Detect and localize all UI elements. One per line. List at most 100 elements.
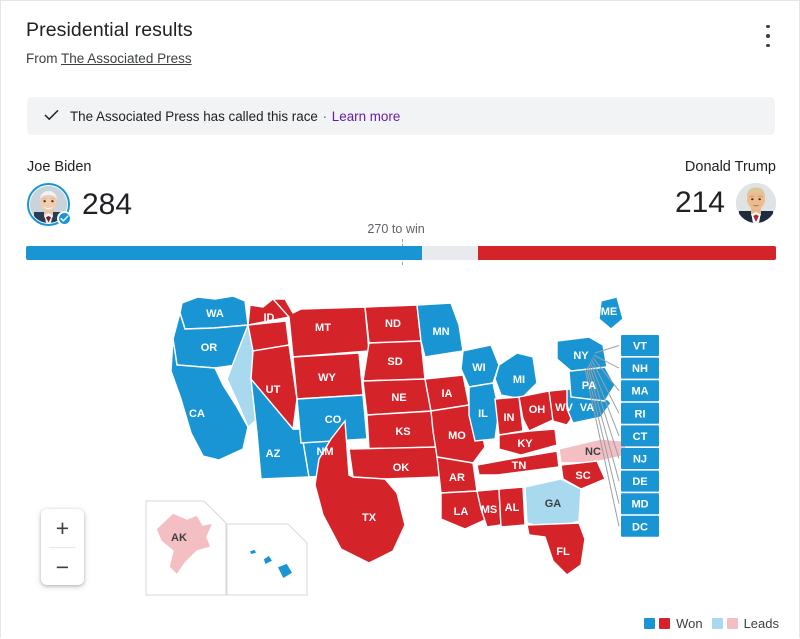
state-label-pa: PA: [582, 380, 597, 392]
state-ny[interactable]: [556, 336, 608, 372]
state-box-ct[interactable]: [621, 425, 659, 447]
state-label-ne: NE: [391, 392, 406, 404]
state-box-ri[interactable]: [621, 402, 659, 424]
callout-line-nh: [593, 354, 620, 369]
check-icon: [44, 109, 70, 124]
state-box-nj[interactable]: [621, 448, 659, 469]
state-label-mt: MT: [315, 322, 331, 334]
state-tn[interactable]: [476, 450, 560, 476]
state-label-in: IN: [504, 412, 515, 424]
avatar-winner-ring: [27, 183, 70, 226]
state-box-dc[interactable]: [621, 515, 659, 537]
state-box-vt[interactable]: [621, 335, 659, 356]
state-al[interactable]: [498, 486, 526, 528]
avatar-image: [30, 186, 67, 223]
us-map-svg[interactable]: VT NH MA RI CT NJ DE MD DC WA OR CA ID MT WY UT AZ NM CO N…: [1, 279, 800, 639]
source-prefix: From: [26, 51, 58, 66]
callout-line-vt: [594, 345, 620, 354]
kebab-menu-icon[interactable]: [758, 23, 778, 49]
state-ak[interactable]: [155, 512, 215, 577]
state-box-de[interactable]: [621, 470, 659, 492]
state-fl[interactable]: [526, 522, 586, 576]
learn-more-link[interactable]: Learn more: [331, 108, 401, 124]
to-win-label: 270 to win: [367, 222, 425, 236]
page-title: Presidential results: [26, 19, 193, 41]
state-label-va: VA: [580, 402, 595, 414]
state-label-ny: NY: [573, 350, 589, 362]
state-label-il: IL: [478, 408, 488, 420]
callout-line-md: [586, 368, 620, 504]
electoral-vote-bar: [26, 246, 776, 260]
electoral-map[interactable]: VT NH MA RI CT NJ DE MD DC WA OR CA ID MT WY UT AZ NM CO N…: [1, 279, 800, 639]
legend-item-won: Won: [644, 616, 703, 631]
state-label-tn: TN: [512, 460, 527, 472]
inset-frames: [145, 500, 308, 596]
kebab-dot: [766, 43, 770, 47]
state-label-az: AZ: [266, 448, 281, 460]
state-ok[interactable]: [348, 446, 442, 480]
zoom-out-button[interactable]: −: [55, 553, 70, 580]
map-legend: Won Leads: [644, 616, 779, 631]
legend-swatch: [644, 618, 656, 629]
card-header: Presidential results From The Associated…: [26, 19, 193, 66]
state-sc[interactable]: [560, 460, 606, 490]
bar-segment-democrat: [26, 246, 422, 260]
state-label-sd: SD: [387, 356, 402, 368]
state-box-ma[interactable]: [621, 380, 659, 402]
state-label-co: CO: [325, 414, 342, 426]
state-label-nm: NM: [316, 446, 333, 458]
race-called-banner: The Associated Press has called this rac…: [27, 97, 775, 135]
callout-line-ri: [590, 359, 620, 414]
candidate-votes-left: 284: [82, 187, 133, 221]
state-label-wv: WV: [555, 402, 573, 414]
zoom-in-button[interactable]: +: [55, 514, 70, 541]
state-label-ar: AR: [449, 472, 465, 484]
source-link[interactable]: The Associated Press: [61, 51, 192, 66]
state-label-mi: MI: [513, 374, 525, 386]
state-ca[interactable]: [170, 338, 249, 461]
state-label-id: ID: [264, 312, 275, 324]
state-me[interactable]: [598, 296, 624, 330]
state-box-md[interactable]: [621, 493, 659, 515]
callout-line-nj: [588, 363, 620, 459]
map-zoom-controls[interactable]: + −: [41, 509, 84, 585]
state-co[interactable]: [296, 394, 368, 444]
callout-line-ct: [589, 361, 620, 437]
state-la[interactable]: [440, 490, 488, 530]
legend-swatch: [711, 618, 723, 629]
state-tx[interactable]: [314, 419, 406, 564]
state-box-label-de: DE: [632, 476, 647, 488]
state-label-sc: SC: [575, 470, 590, 482]
banner-text-wrap: The Associated Press has called this rac…: [70, 109, 400, 124]
state-mi[interactable]: [494, 352, 538, 400]
state-in[interactable]: [494, 396, 524, 436]
banner-separator: ·: [322, 108, 328, 124]
state-label-nd: ND: [385, 318, 401, 330]
state-hi[interactable]: [248, 548, 294, 580]
state-il[interactable]: [468, 382, 500, 442]
state-label-ut: UT: [266, 384, 281, 396]
state-box-label-ri: RI: [635, 408, 646, 420]
state-label-mn: MN: [432, 326, 449, 338]
candidates-section: Joe Biden Donald Trump: [1, 159, 800, 264]
state-label-tx: TX: [362, 512, 377, 524]
state-box-label-dc: DC: [632, 521, 648, 533]
state-box-label-md: MD: [631, 499, 648, 511]
candidate-right-row: 214: [675, 183, 776, 223]
state-ga[interactable]: [524, 478, 582, 530]
legend-item-leads: Leads: [711, 616, 779, 631]
state-box-nh[interactable]: [621, 357, 659, 379]
state-label-ia: IA: [442, 388, 453, 400]
state-label-wy: WY: [318, 372, 336, 384]
state-ms[interactable]: [476, 488, 502, 528]
state-label-ok: OK: [393, 462, 410, 474]
state-oh[interactable]: [518, 390, 556, 432]
state-box-label-ma: MA: [631, 386, 648, 398]
state-label-or: OR: [201, 342, 218, 354]
state-ky[interactable]: [498, 428, 558, 456]
verified-check-icon: [57, 211, 72, 226]
state-label-oh: OH: [529, 404, 546, 416]
bar-segment-republican: [477, 246, 776, 260]
state-label-la: LA: [454, 506, 469, 518]
